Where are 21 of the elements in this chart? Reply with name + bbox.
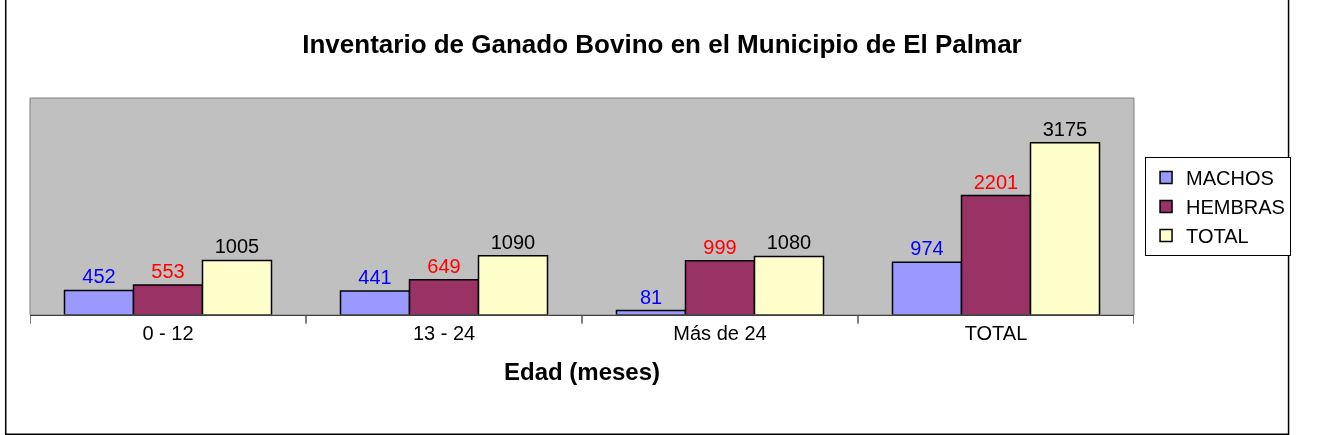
x-axis-title: Edad (meses) — [503, 358, 661, 386]
data-label: 1090 — [490, 230, 536, 253]
legend-label: HEMBRAS — [1186, 196, 1285, 219]
data-label: 452 — [82, 265, 116, 288]
data-label: 974 — [910, 237, 944, 260]
chart-title: Inventario de Ganado Bovino en el Municipio de El Palmar — [302, 28, 1022, 59]
data-label: 649 — [427, 254, 461, 277]
data-label: 81 — [639, 285, 663, 308]
data-label: 2201 — [973, 170, 1019, 193]
data-label: 999 — [703, 235, 737, 258]
data-label: 441 — [358, 266, 392, 289]
legend-label: MACHOS — [1186, 167, 1274, 190]
data-label: 1080 — [766, 231, 812, 254]
x-tick-label: 0 - 12 — [142, 322, 194, 344]
legend-label: TOTAL — [1186, 225, 1249, 248]
x-tick-label: 13 - 24 — [412, 322, 476, 344]
data-label: 1005 — [214, 235, 260, 258]
x-tick-label: TOTAL — [964, 322, 1028, 344]
data-label: 553 — [151, 260, 185, 282]
data-label: 3175 — [1042, 117, 1088, 140]
x-tick-label: Más de 24 — [673, 322, 767, 344]
